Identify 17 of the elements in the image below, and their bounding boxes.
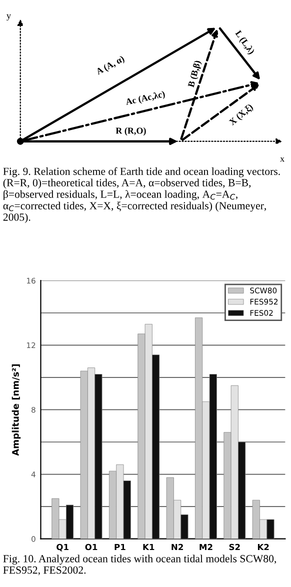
chart-title: Fig. 9. Relation scheme of Earth tide and ocean loading vectors. (R=R, 0)=theoretical tides, A=A, α=observed tides, B=B, β=observed residuals, L=L, λ=ocean loading, A$_{C}$=A$_{C}$, α$_{C}$=corrected tides, X=X, ξ=corrected residuals) (Neumeyer, 2005). bbox=[3, 167, 280, 224]
x-tick-label: K2 bbox=[258, 544, 269, 550]
text: y bbox=[6, 14, 11, 21]
x-tick-label: P1 bbox=[114, 544, 126, 550]
x-tick-label: K1 bbox=[143, 544, 154, 550]
x-tick-label: N2 bbox=[172, 544, 183, 550]
x-tick-label: Q1 bbox=[56, 544, 68, 552]
text: Ac (Ac,λc) bbox=[125, 90, 166, 107]
text: R (R,O) bbox=[116, 127, 146, 136]
text: A (A, α) bbox=[95, 55, 126, 76]
x-tick-label: M2 bbox=[200, 544, 212, 550]
text: x bbox=[280, 157, 284, 162]
y-axis-title: Amplitude [nm/s²] bbox=[12, 364, 21, 456]
text: Fig. 10. Analyzed ocean tides with ocean tidal models SCW80, FES952, FES2002. bbox=[3, 554, 276, 576]
x-tick-label: O1 bbox=[85, 544, 98, 550]
x-tick-label: S2 bbox=[229, 544, 240, 550]
text: B (B,β) bbox=[187, 60, 202, 88]
